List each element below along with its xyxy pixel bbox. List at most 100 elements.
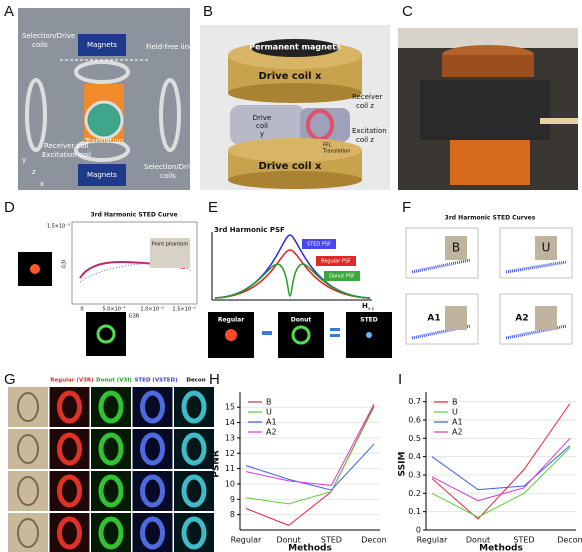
letter-blob [181,432,207,466]
spot [225,329,237,341]
coil [442,55,534,77]
y-tick-label: 11 [225,464,235,473]
letter-blob [140,432,165,466]
axis-label: x-y [368,306,375,311]
frame [420,80,550,140]
y-tick-label: 0.2 [408,489,421,498]
legend-label: A2 [452,428,463,437]
letter-blob [98,390,124,424]
column-header: Regular (V3R) [50,378,94,384]
series-line [431,445,571,491]
panel-f: F 3rd Harmonic STED Curves B U A1 A2 [402,199,573,345]
legend-label: A1 [266,418,277,427]
letter-photo [535,306,557,330]
donut [96,324,116,344]
label: Translation [322,149,350,155]
coil [25,78,47,152]
y-tick-label: 0.1 [408,507,421,516]
subplot [405,293,479,345]
tick-label: 1.0×10⁻³ [140,307,163,313]
equals [330,334,340,337]
y-tick-label: 10 [225,479,235,488]
coil [74,60,130,84]
y-tick-label: 0.5 [408,434,421,443]
letter-blob [140,474,165,508]
rod [540,118,578,124]
label: coil z [356,102,374,110]
letter-blob [57,516,82,550]
x-axis-label: Methods [479,544,523,552]
magnet [78,34,126,56]
letter-blob [17,518,39,548]
legend-label: A1 [452,418,463,427]
x-tick-label: Decon [361,536,386,545]
letter-photo [535,236,557,260]
legend-label: B [452,398,458,407]
legend-box [302,239,336,249]
tick-label: 5.0×10⁻⁴ [102,307,125,313]
drive-coil-y [230,105,305,145]
letter-blob [140,516,165,550]
y-tick-label: 12 [225,449,235,458]
panel-label: G [4,371,16,388]
column-header: Donut (V3I) [96,378,132,384]
legend-label: Regular PSF [321,259,351,265]
label: Excitation coil [42,151,91,159]
letter-blob [181,516,207,550]
axis-label: z [32,168,36,176]
label: Drive coil x [258,71,322,82]
letter-blob [57,474,82,508]
label: Permanent magnets [249,43,341,52]
panel-label: A [4,3,14,20]
regular-psf [214,249,371,299]
panel-label: F [402,199,411,216]
x-tick-label: STED [321,536,342,545]
label: Drive [253,114,272,122]
letter-blob [57,432,82,466]
y-tick-label: 0.3 [408,471,421,480]
title: 3rd Harmonic STED Curve [90,212,177,219]
letter-blob [98,432,124,466]
label: Drive coil x [258,161,322,172]
tick-label: 1.5×10⁻³ [172,307,195,313]
label: coils [32,41,48,49]
scatter [411,258,567,340]
series-line [431,447,571,518]
y-tick-label: 0.6 [408,416,421,425]
axis-label: x [40,180,44,188]
title: 3rd Harmonic PSF [214,226,285,234]
panel-label: C [402,3,413,20]
x-tick-label: Regular [417,536,448,545]
letter: A2 [515,314,528,324]
panel-label: E [208,199,218,216]
label: coils [160,172,176,180]
y-tick-label: 0 [416,526,421,535]
series-line [245,406,375,505]
label: Point phantom [152,242,189,248]
letter-blob [140,390,165,424]
panel-label: H [209,371,220,388]
legend-label: B [266,398,272,407]
legend-label: STED PSF [307,242,331,248]
panel-b: B Permanent magnets Drive coil x Drive c… [200,3,390,190]
phantom-photo [150,238,190,268]
psf-image [278,312,324,358]
label: Magnets [87,171,117,179]
letter-blob [98,474,124,508]
x-axis-label: Methods [288,544,332,552]
receiver-coil [84,100,124,140]
equals [330,328,340,331]
legend-box [316,256,356,266]
magnet [251,39,339,57]
y-tick-label: 14 [225,418,235,427]
legend-label: Donut PSF [329,274,355,280]
panel-label: I [398,371,402,388]
letter-photo [445,236,467,260]
panel-g: G Regular (V3R) Donut (V3I) STED (VSTED)… [4,371,214,552]
y-tick-label: 15 [225,403,235,412]
x-tick-label: Donut [466,536,490,545]
tick-label: 1.5×10⁻³ [47,224,70,230]
title: 3rd Harmonic STED Curves [445,215,536,222]
panel-label: D [4,199,15,216]
